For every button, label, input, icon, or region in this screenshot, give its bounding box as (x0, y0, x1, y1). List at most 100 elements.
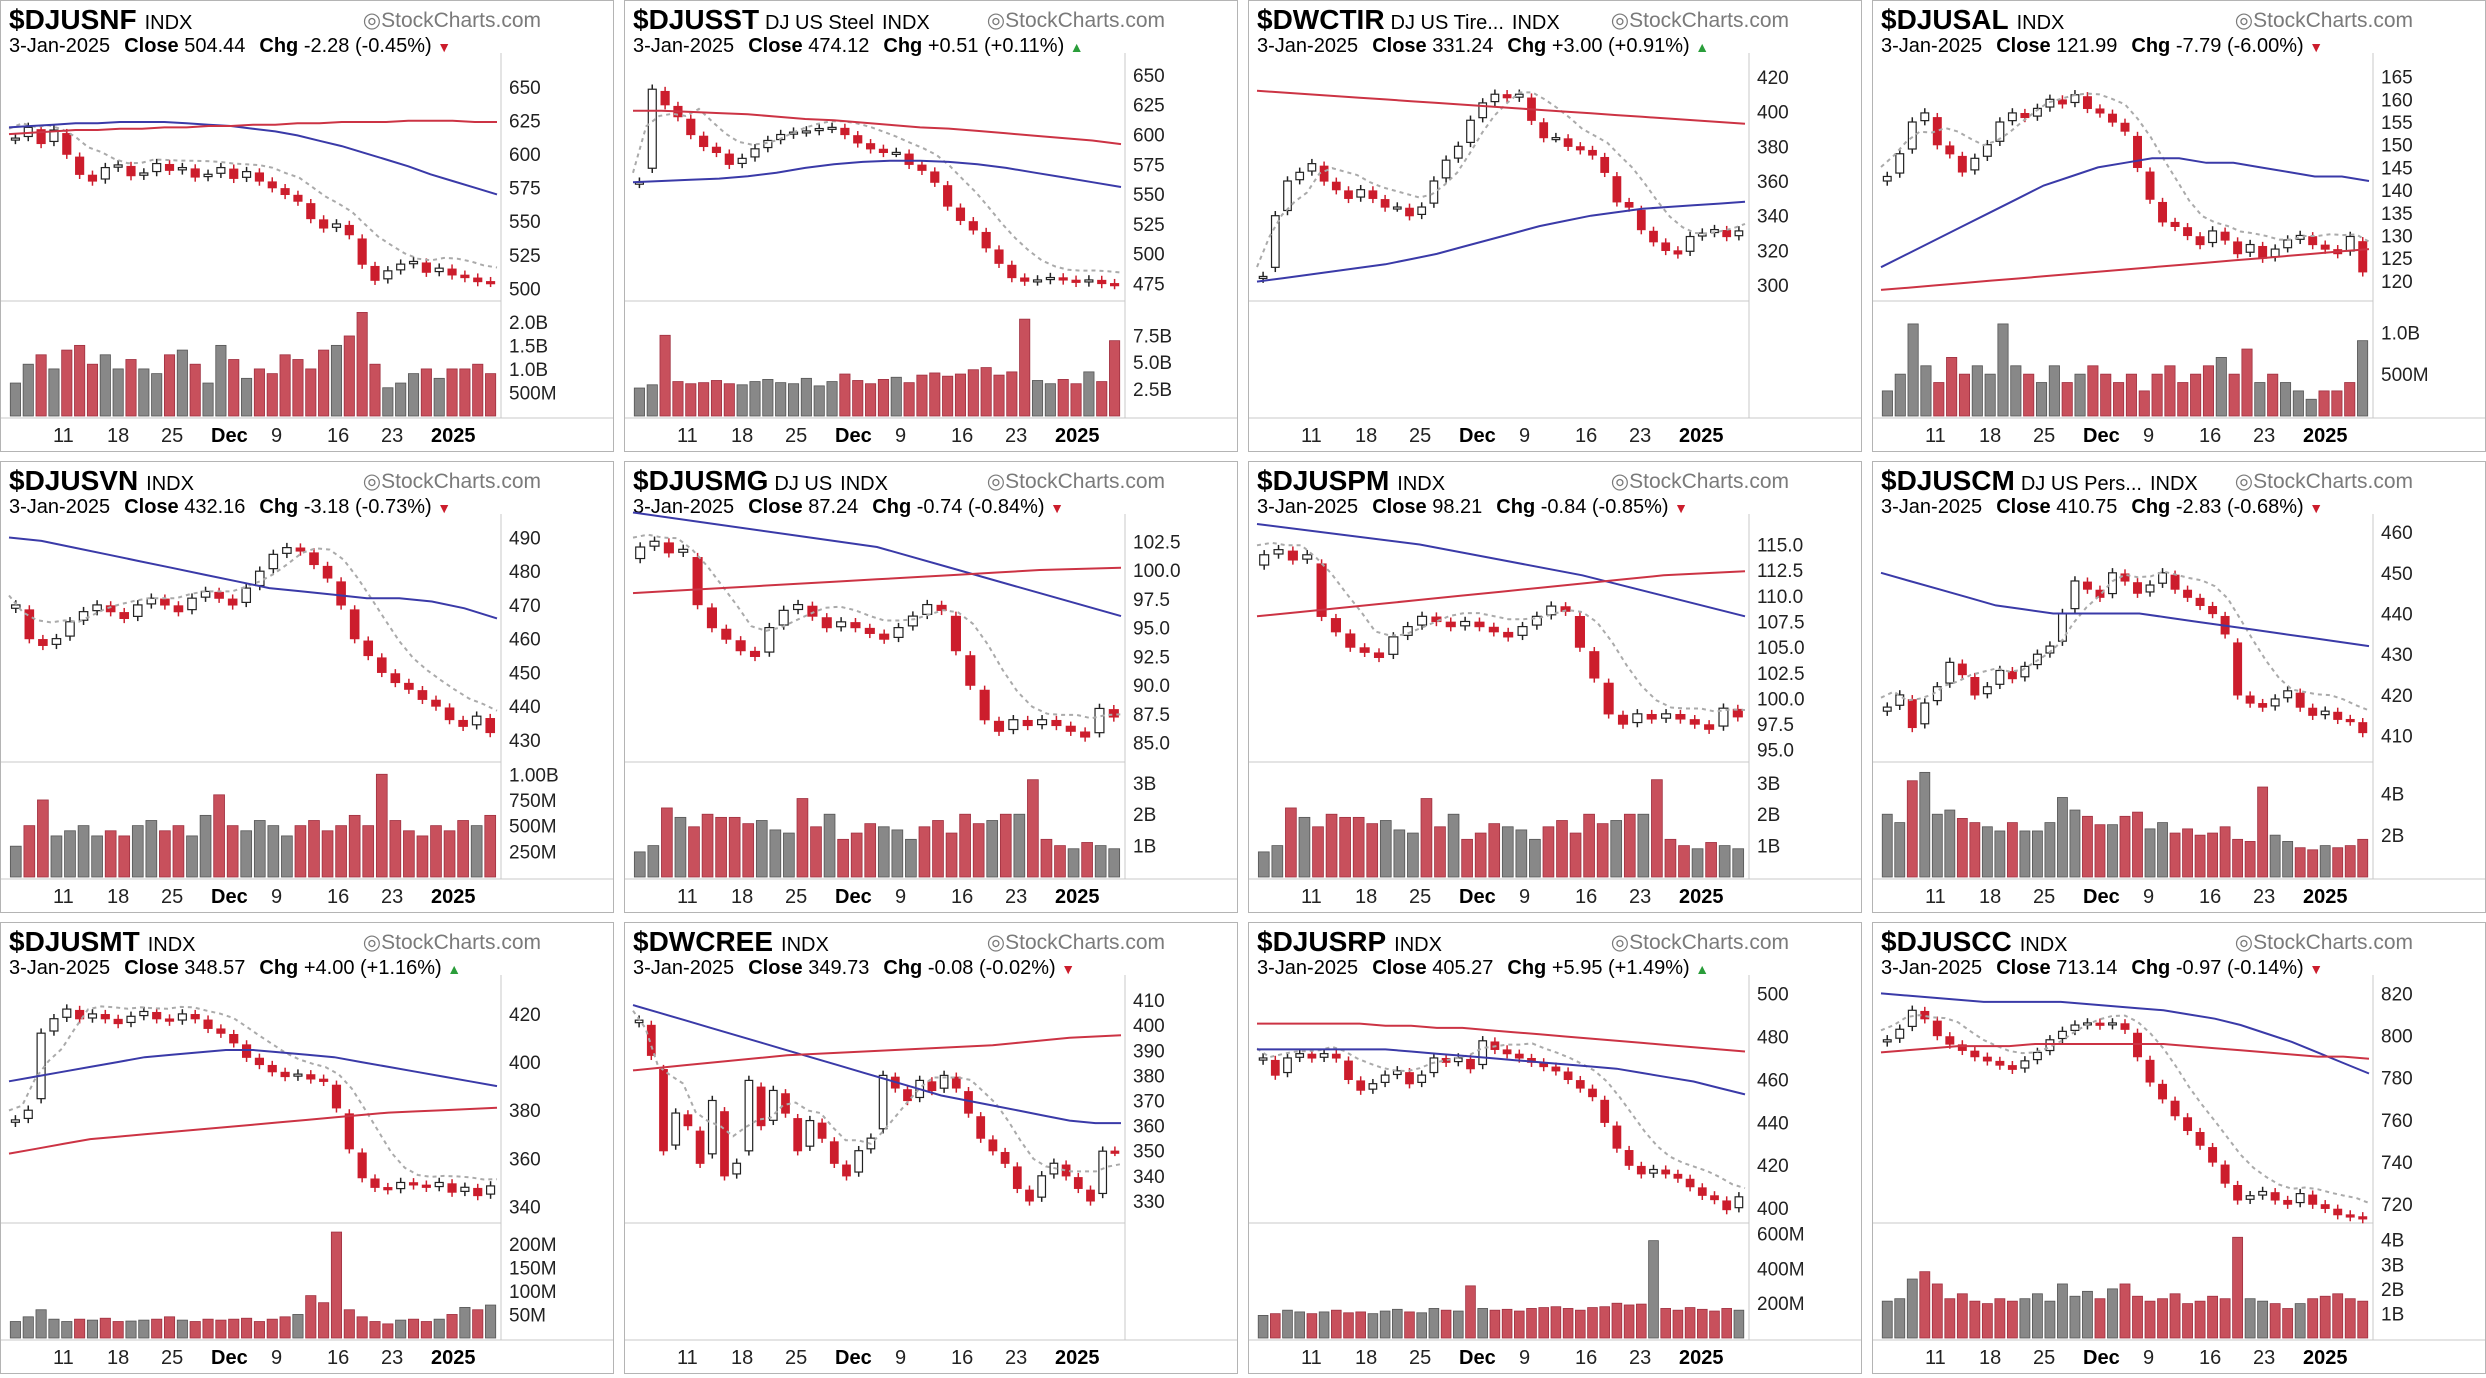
candle (1932, 1020, 1942, 1037)
volume-bar (215, 1319, 227, 1339)
x-tick-label: 23 (1005, 886, 1027, 908)
candle (1388, 636, 1399, 655)
volume-bar (800, 377, 812, 417)
chg-value: +0.51 (+0.11%) (927, 35, 1065, 57)
price-volume-chart: 650 625 600 575 550 525 500 475 7.5B 5.0B 2.5B 11 18… (625, 53, 1237, 447)
chart-panel-djusrp[interactable]: $DJUSRP INDX ◎StockCharts.com 3-Jan-2025 Clo… (1248, 922, 1862, 1374)
chart-panel-djusmt[interactable]: $DJUSMT INDX ◎StockCharts.com 3-Jan-2025 Clo… (0, 922, 614, 1374)
volume-bar (1366, 823, 1379, 878)
candle (1945, 1036, 1955, 1045)
volume-bar (1984, 373, 1996, 417)
brand-text: StockCharts.com (381, 9, 541, 32)
volume-bar (967, 369, 979, 417)
stockcharts-icon: ◎ (2234, 931, 2254, 954)
x-tick-label: 25 (161, 425, 183, 447)
date-label: 3-Jan-2025 (9, 957, 111, 979)
candle (408, 260, 419, 265)
volume-tick-label: 150M (509, 1258, 557, 1279)
volume-bar (2032, 830, 2043, 878)
candle (756, 1086, 766, 1127)
chart-panel-djuscm[interactable]: $DJUSCM DJ US Pers... INDX ◎StockCharts.com… (1872, 461, 2486, 913)
y-tick-label: 625 (1133, 96, 1165, 117)
x-tick-label: 9 (271, 886, 282, 908)
chart-panel-djusal[interactable]: $DJUSAL INDX ◎StockCharts.com 3-Jan-2025 Clo… (1872, 0, 2486, 452)
candle (331, 1084, 342, 1109)
candle (1502, 1049, 1512, 1055)
volume-bar (1257, 1314, 1269, 1339)
chart-panel-djusnf[interactable]: $DJUSNF INDX ◎StockCharts.com 3-Jan-2025 Clo… (0, 0, 614, 452)
volume-bar (1672, 1309, 1684, 1339)
candle (1319, 1053, 1329, 1058)
chart-panel-djusmg[interactable]: $DJUSMG DJ US INDX ◎StockCharts.com 3-Jan-20… (624, 461, 1238, 913)
chart-panel-djusst[interactable]: $DJUSST DJ US Steel INDX ◎StockCharts.com 3-… (624, 0, 1238, 452)
candle (1373, 652, 1385, 658)
chart-panel-dwctir[interactable]: $DWCTIR DJ US Tire... INDX ◎StockCharts.com… (1248, 0, 1862, 452)
y-tick-label: 340 (1133, 1167, 1165, 1188)
volume-bar (1956, 1293, 1968, 1339)
chart-panel-djusvn[interactable]: $DJUSVN INDX ◎StockCharts.com 3-Jan-2025 Clo… (0, 461, 614, 913)
stockcharts-icon: ◎ (986, 931, 1006, 954)
volume-bar (2044, 822, 2056, 878)
volume-bar (826, 381, 838, 417)
candle (282, 546, 292, 554)
volume-bar (1474, 832, 1487, 878)
candle (113, 164, 123, 168)
candle (36, 129, 46, 145)
volume-bar (382, 387, 394, 417)
candle (686, 118, 696, 136)
candle (939, 1074, 949, 1089)
chart-panel-djuscc[interactable]: $DJUSCC INDX ◎StockCharts.com 3-Jan-2025 Clo… (1872, 922, 2486, 1374)
candle (1007, 264, 1017, 279)
volume-bar (1440, 1309, 1452, 1339)
volume-bar (253, 820, 266, 878)
candle (1603, 682, 1614, 715)
quote-line: 3-Jan-2025 Close 432.16 Chg -3.18 (-0.73%)… (9, 496, 451, 519)
volume-bar (1352, 816, 1365, 878)
candle (152, 1011, 162, 1020)
candle (1032, 279, 1043, 283)
sma-mid-line (1880, 157, 2370, 269)
candle (268, 553, 279, 570)
chart-panel-djuspm[interactable]: $DJUSPM INDX ◎StockCharts.com 3-Jan-2025 Clo… (1248, 461, 1862, 913)
y-tick-label: 720 (2381, 1195, 2413, 1216)
candle (24, 609, 35, 640)
candle (1295, 1053, 1305, 1058)
sma-mid-line (632, 1004, 1121, 1125)
candle (10, 1119, 21, 1123)
candle (801, 130, 811, 134)
chart-panel-dwcree[interactable]: $DWCREE INDX ◎StockCharts.com 3-Jan-2025 Clo… (624, 922, 1238, 1374)
volume-bar (1894, 822, 1906, 878)
stockcharts-icon: ◎ (1610, 931, 1630, 954)
y-tick-label: 450 (2381, 564, 2413, 585)
candle (139, 172, 149, 176)
candle (793, 603, 804, 611)
candle (879, 633, 890, 640)
volume-bar (2010, 365, 2022, 417)
candle (976, 1116, 986, 1139)
y-tick-label: 480 (1757, 1027, 1789, 1048)
exchange-label: INDX (881, 12, 930, 34)
brand-label: ◎StockCharts.com (363, 8, 541, 33)
volume-bar (810, 826, 822, 878)
candle (2120, 1023, 2130, 1030)
x-tick-label: 23 (381, 425, 403, 447)
candle (768, 1089, 778, 1121)
x-tick-label: 25 (1409, 425, 1431, 447)
candle (635, 546, 646, 560)
volume-bar (1031, 380, 1044, 417)
sma-short-line (1256, 91, 1746, 268)
candle (2308, 707, 2318, 716)
volume-bar (993, 374, 1005, 417)
volume-bar (1542, 826, 1555, 878)
sma-mid-line (1257, 1048, 1746, 1096)
x-tick-label: 9 (1519, 425, 1530, 447)
volume-bar (1946, 357, 1958, 417)
candle (720, 1111, 729, 1177)
candle (214, 591, 224, 599)
close-caption: Close (748, 35, 803, 57)
candle (2220, 1164, 2230, 1184)
volume-bar (318, 349, 330, 417)
candle (2070, 1024, 2080, 1032)
candle (1970, 1050, 1980, 1058)
brand-text: StockCharts.com (1005, 9, 1165, 32)
